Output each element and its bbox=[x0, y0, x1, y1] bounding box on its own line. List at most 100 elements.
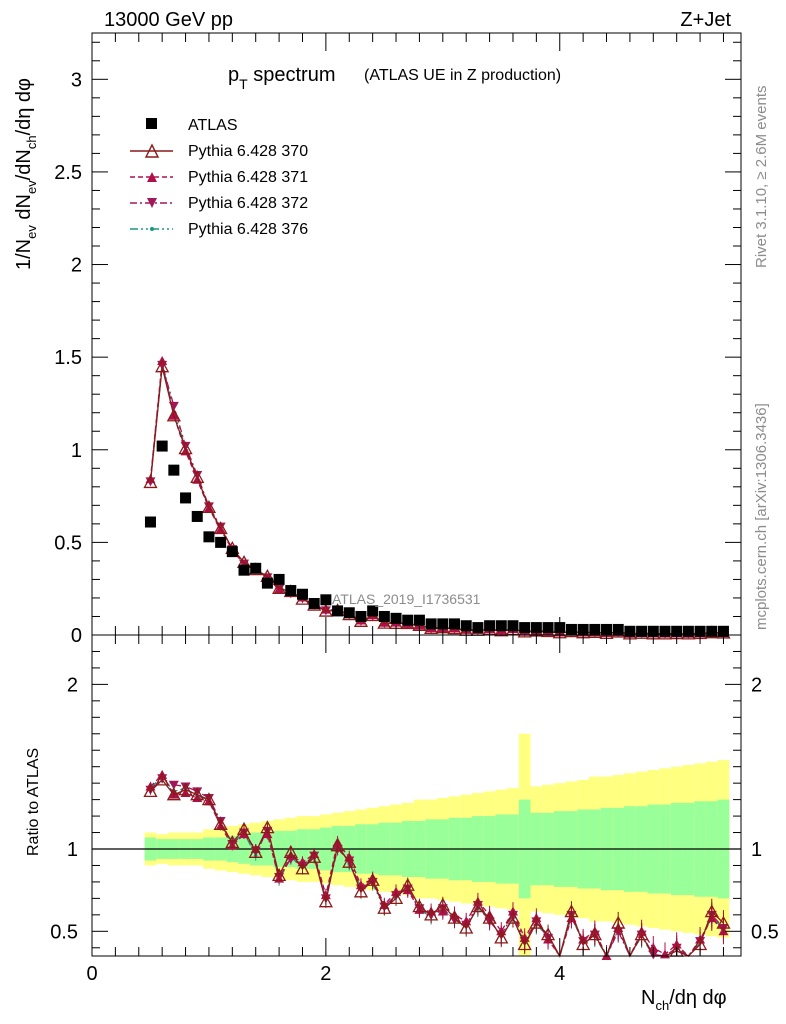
main-y-tick-label: 2 bbox=[71, 255, 82, 277]
main-point-atlas bbox=[332, 605, 344, 617]
axis-ticks: 0 0.5 1 1.5 2 2.5 3 0.5 0.5 1 1 2 2 0 2 4 bbox=[50, 33, 779, 985]
ratio-point-s370 bbox=[494, 930, 509, 944]
legend-marker-372 bbox=[147, 198, 157, 208]
main-point-s370 bbox=[155, 359, 170, 373]
main-point-atlas bbox=[542, 622, 554, 634]
main-point-atlas bbox=[484, 620, 496, 632]
ratio-point-s370 bbox=[166, 787, 181, 801]
rivet-version-label: Rivet 3.1.10, ≥ 2.6M events bbox=[753, 86, 770, 269]
ratio-point-s370 bbox=[505, 910, 521, 924]
main-point-atlas bbox=[156, 440, 168, 452]
ratio-point-s370 bbox=[412, 899, 427, 913]
main-point-atlas bbox=[636, 625, 648, 637]
main-point-s370 bbox=[190, 469, 205, 483]
main-point-atlas bbox=[261, 577, 273, 589]
energy-label: 13000 GeV pp bbox=[104, 9, 233, 31]
main-point-atlas bbox=[612, 623, 624, 635]
analysis-watermark: ATLAS_2019_I1736531 bbox=[332, 591, 481, 607]
main-point-atlas bbox=[437, 618, 449, 630]
ratio-y-tick-label-left: 2 bbox=[67, 674, 78, 696]
main-point-s370 bbox=[201, 500, 217, 514]
ratio-point-s370 bbox=[225, 835, 240, 849]
main-point-atlas bbox=[367, 605, 379, 617]
plot-title-main: p bbox=[228, 64, 239, 86]
ratio-point-s370 bbox=[634, 927, 649, 941]
ratio-point-s370 bbox=[540, 927, 556, 941]
main-panel-series bbox=[143, 356, 731, 640]
ratio-point-s370 bbox=[365, 872, 380, 886]
ratio-point-s370 bbox=[272, 867, 287, 881]
ratio-point-s370 bbox=[587, 927, 602, 941]
main-point-s371 bbox=[192, 474, 203, 484]
main-point-atlas bbox=[296, 588, 308, 600]
main-y-tick-label: 1 bbox=[71, 440, 82, 462]
main-point-atlas bbox=[449, 618, 461, 630]
main-point-atlas bbox=[519, 622, 531, 634]
main-point-atlas bbox=[191, 510, 203, 522]
ratio-point-s370 bbox=[388, 891, 404, 905]
main-point-s370 bbox=[213, 521, 228, 535]
plot-title: pT spectrum bbox=[228, 64, 336, 92]
ratio-point-s370 bbox=[330, 838, 345, 852]
mcplots-label: mcplots.cern.ch [arXiv:1306.3436] bbox=[753, 403, 770, 630]
main-point-s370 bbox=[143, 475, 158, 489]
main-point-atlas bbox=[589, 623, 601, 635]
ratio-point-s370 bbox=[459, 920, 474, 934]
main-point-s370 bbox=[318, 603, 333, 617]
ratio-y-tick-label-right: 1 bbox=[751, 839, 762, 861]
ratio-y-tick-label-right: 0.5 bbox=[751, 921, 779, 943]
main-point-atlas bbox=[250, 562, 262, 574]
main-point-atlas bbox=[355, 610, 367, 622]
main-point-atlas bbox=[413, 614, 425, 626]
main-point-atlas bbox=[180, 492, 192, 504]
main-point-atlas bbox=[507, 620, 519, 632]
main-point-atlas bbox=[682, 625, 694, 637]
legend-label-atlas: ATLAS bbox=[188, 117, 238, 134]
ratio-panel-frame bbox=[91, 634, 742, 957]
ratio-point-s370 bbox=[260, 820, 275, 834]
main-point-atlas bbox=[308, 598, 320, 610]
ratio-point-s370 bbox=[529, 915, 544, 929]
ratio-uncertainty-bands bbox=[92, 733, 741, 956]
main-point-atlas bbox=[390, 612, 402, 624]
main-y-tick-label: 2.5 bbox=[54, 162, 82, 184]
x-tick-label: 2 bbox=[320, 963, 331, 985]
ratio-point-s370 bbox=[611, 915, 626, 929]
legend-marker-376 bbox=[150, 227, 154, 231]
ratio-point-s370 bbox=[342, 854, 357, 868]
ratio-point-s370 bbox=[143, 784, 158, 798]
legend-label-371: Pythia 6.428 371 bbox=[188, 169, 308, 186]
main-point-atlas bbox=[320, 594, 332, 606]
main-point-atlas bbox=[203, 531, 215, 543]
ratio-point-s370 bbox=[295, 861, 310, 875]
ratio-point-s370 bbox=[213, 816, 228, 830]
main-y-tick-label: 0 bbox=[71, 625, 82, 647]
main-point-atlas bbox=[402, 614, 414, 626]
main-point-atlas bbox=[168, 464, 180, 476]
main-point-atlas bbox=[472, 622, 484, 634]
ratio-point-s370 bbox=[564, 904, 579, 918]
ratio-point-s370 bbox=[155, 772, 170, 786]
main-point-atlas bbox=[285, 585, 297, 597]
main-point-atlas bbox=[425, 618, 437, 630]
ratio-point-s370 bbox=[435, 897, 450, 911]
main-y-tick-label: 1.5 bbox=[54, 347, 82, 369]
legend: ATLAS Pythia 6.428 370 Pythia 6.428 371 … bbox=[130, 117, 308, 238]
main-point-atlas bbox=[565, 623, 577, 635]
x-axis-label: Nch/dη dφ bbox=[641, 987, 727, 1013]
plot-title-note: (ATLAS UE in Z production) bbox=[364, 67, 561, 84]
legend-label-376: Pythia 6.428 376 bbox=[188, 221, 308, 238]
ratio-point-s370 bbox=[318, 894, 333, 908]
ratio-point-s370 bbox=[482, 910, 497, 924]
main-point-atlas bbox=[144, 516, 156, 528]
ratio-point-s370 bbox=[470, 899, 485, 913]
ratio-point-s370 bbox=[400, 877, 415, 891]
main-point-s370 bbox=[178, 441, 193, 455]
ratio-y-tick-label-right: 2 bbox=[751, 674, 762, 696]
legend-marker-371 bbox=[147, 172, 157, 182]
ratio-point-s370 bbox=[178, 782, 193, 796]
ratio-y-axis-label: Ratio to ATLAS bbox=[25, 748, 42, 856]
legend-label-370: Pythia 6.428 370 bbox=[188, 143, 308, 160]
plot-title-subscript: T bbox=[239, 76, 248, 92]
